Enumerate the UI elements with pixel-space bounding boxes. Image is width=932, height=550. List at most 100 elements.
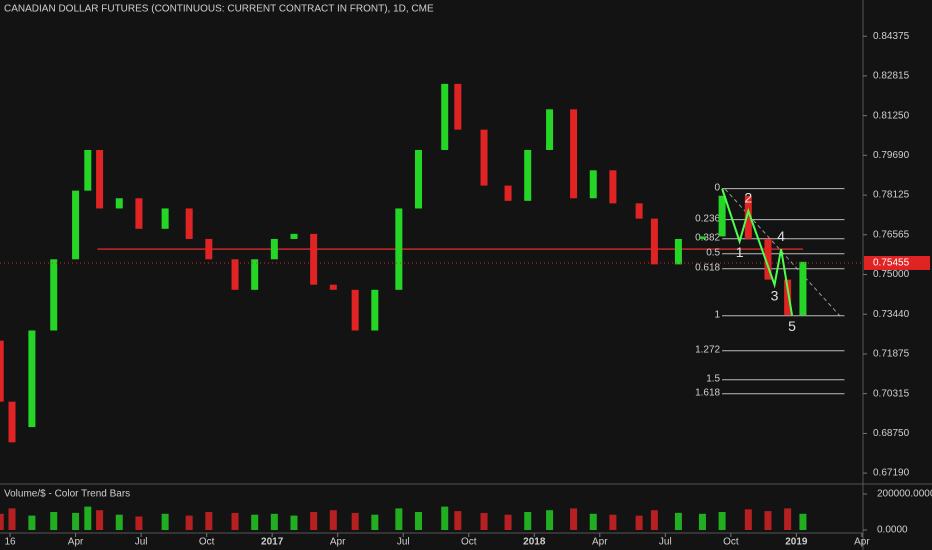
volume-bar <box>115 514 123 530</box>
candle-body <box>115 198 123 209</box>
last-price-label: 0.75455 <box>873 258 910 269</box>
candle-body <box>764 238 772 280</box>
volume-bar <box>290 515 298 530</box>
x-tick-label: Oct <box>199 537 215 548</box>
fib-label: 0.618 <box>695 262 720 273</box>
volume-bar <box>589 513 597 530</box>
candle-body <box>589 170 597 199</box>
y-tick-label: 0.78125 <box>873 190 910 201</box>
volume-bar <box>251 514 259 530</box>
y2-tick-label: 0.0000 <box>877 525 908 536</box>
volume-bar <box>72 512 80 530</box>
candle-body <box>480 129 488 186</box>
candle-body <box>72 190 80 260</box>
price-axis <box>863 0 932 550</box>
candle-body <box>270 238 278 260</box>
volume-bar <box>185 515 193 530</box>
candle-body <box>135 198 143 229</box>
x-tick-label: Jul <box>135 537 148 548</box>
volume-bar <box>504 514 512 530</box>
candle-body <box>371 289 379 331</box>
fib-label: 0 <box>715 182 721 193</box>
volume-bar <box>351 512 359 530</box>
volume-bar <box>698 513 706 530</box>
volume-bar <box>0 513 4 530</box>
x-tick-label: 16 <box>4 537 16 548</box>
candle-body <box>251 259 259 290</box>
volume-bar <box>231 512 239 530</box>
candle-body <box>310 233 318 285</box>
volume-bar <box>329 510 337 530</box>
candle-body <box>28 330 36 428</box>
candle-body <box>570 109 578 199</box>
fib-label: 1.272 <box>695 344 720 355</box>
candle-body <box>635 203 643 219</box>
volume-bar <box>635 515 643 530</box>
wave-label: 2 <box>744 190 752 206</box>
x-tick-label: Jul <box>397 537 410 548</box>
y-tick-label: 0.68750 <box>873 428 910 439</box>
x-tick-label: Apr <box>592 537 608 548</box>
x-tick-label: Apr <box>854 537 870 548</box>
volume-bar <box>784 508 792 530</box>
y-tick-label: 0.71875 <box>873 349 910 360</box>
candle-body <box>395 208 403 290</box>
candle-body <box>351 289 359 331</box>
volume-bar <box>96 510 104 530</box>
y-tick-label: 0.73440 <box>873 309 910 320</box>
volume-bar <box>28 515 36 530</box>
candle-body <box>161 208 169 229</box>
x-tick-label: Jul <box>659 537 672 548</box>
fib-label: 1 <box>715 309 721 320</box>
candle-body <box>8 401 16 443</box>
volume-bar <box>270 513 278 530</box>
volume-bar <box>799 513 807 530</box>
wave-label: 4 <box>777 228 785 244</box>
volume-bar <box>371 514 379 530</box>
wave-label: 1 <box>736 244 744 260</box>
volume-bar <box>84 506 92 530</box>
chart-title: CANADIAN DOLLAR FUTURES (CONTINUOUS: CUR… <box>4 4 434 15</box>
volume-bar <box>395 508 403 530</box>
candle-body <box>674 238 682 265</box>
candle-body <box>329 284 337 290</box>
y-tick-label: 0.67190 <box>873 468 910 479</box>
candle-body <box>84 149 92 191</box>
y-tick-label: 0.70315 <box>873 388 910 399</box>
volume-bar <box>480 512 488 530</box>
y-tick-label: 0.84375 <box>873 31 910 42</box>
y-tick-label: 0.82815 <box>873 71 910 82</box>
candle-body <box>441 83 449 150</box>
candle-body <box>50 259 58 331</box>
fib-label: 1.5 <box>706 373 720 384</box>
volume-bar <box>8 508 16 530</box>
y-tick-label: 0.79690 <box>873 150 910 161</box>
fib-label: 0.5 <box>706 247 720 258</box>
y2-tick-label: 200000.0000 <box>877 489 932 500</box>
candle-body <box>205 238 213 260</box>
x-tick-label: 2017 <box>261 537 284 548</box>
volume-bar <box>546 510 554 530</box>
volume-bar <box>205 512 213 530</box>
candle-body <box>609 170 617 204</box>
last-price-tag <box>864 255 930 270</box>
candle-body <box>799 261 807 316</box>
wave-line <box>721 188 793 316</box>
candle-body <box>290 233 298 239</box>
candle-body <box>504 185 512 201</box>
candle-body <box>698 236 706 239</box>
volume-bar <box>161 513 169 530</box>
volume-bar <box>764 511 772 530</box>
candle-body <box>185 208 193 239</box>
volume-bar <box>524 512 532 530</box>
volume-bar <box>454 511 462 530</box>
volume-bar <box>674 512 682 530</box>
candle-body <box>454 83 462 130</box>
candle-body <box>231 259 239 290</box>
x-tick-label: 2018 <box>523 537 546 548</box>
volume-bar <box>135 516 143 530</box>
candle-body <box>650 218 658 265</box>
x-tick-label: Oct <box>461 537 477 548</box>
candle-body <box>415 149 423 209</box>
